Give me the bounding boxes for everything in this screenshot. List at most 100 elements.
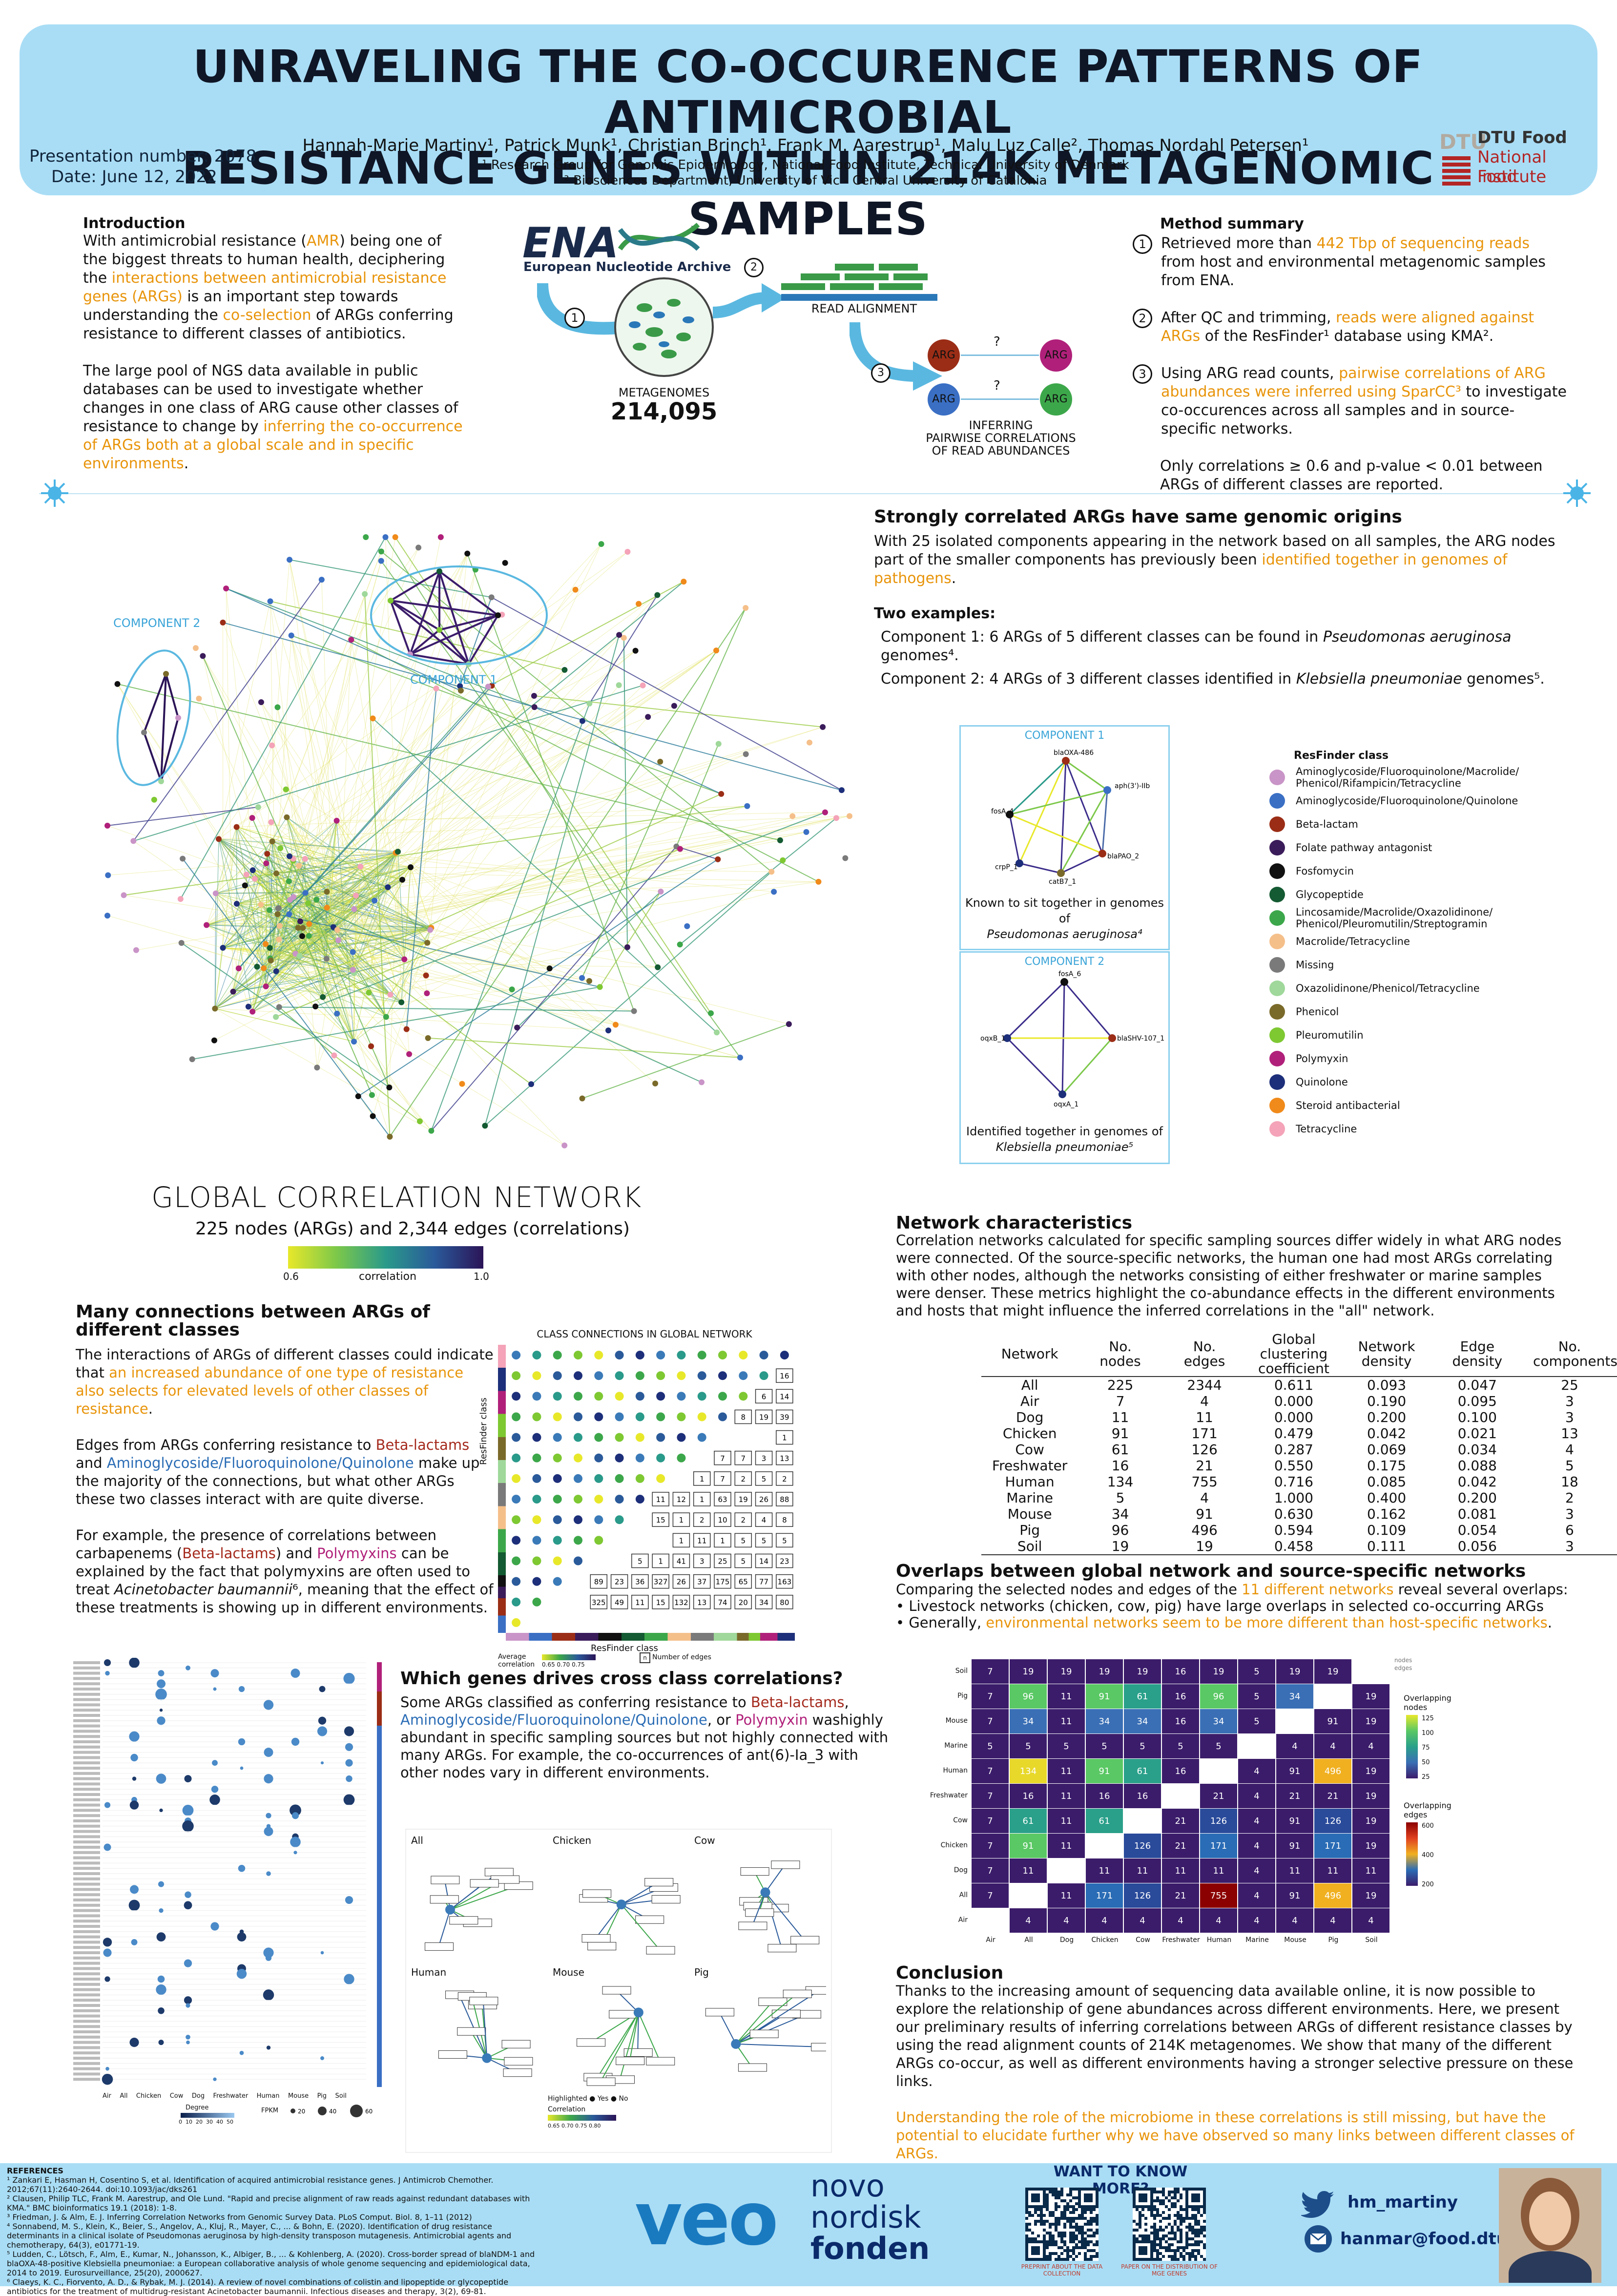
ego-node-box [438, 2050, 467, 2058]
legend-item: Lincosamide/Macrolide/Oxazolidinone/ Phe… [1269, 906, 1572, 930]
qr-module [1203, 2208, 1206, 2211]
network-node [671, 703, 677, 709]
dotplot-dot [184, 1901, 192, 1909]
table-cell: 61 [1078, 1441, 1162, 1458]
qr-module [1153, 2237, 1156, 2240]
network-node [263, 860, 269, 866]
qr-module [1084, 2258, 1087, 2261]
dotplot-gene-label [73, 1835, 100, 1838]
qr-module [1153, 2188, 1156, 2191]
network-node [395, 849, 401, 855]
qr-module [1162, 2217, 1165, 2220]
ego-network [553, 1980, 684, 2092]
matrix-dot [594, 1495, 603, 1503]
qr-module [1168, 2243, 1171, 2246]
dotplot-gene-label [73, 1846, 100, 1849]
matrix-legend-correlation: Average correlation [498, 1653, 542, 1669]
reference-item: ³ Friedman, J. & Alm, E. J. Inferring Co… [7, 2213, 539, 2222]
qr-module [1153, 2214, 1156, 2217]
qr-module [1177, 2211, 1180, 2214]
correlation-colorbar [288, 1246, 483, 1269]
ego-edge [438, 1910, 450, 1947]
matrix-dot [718, 1413, 727, 1421]
network-node [464, 551, 470, 557]
qr-module [1057, 2232, 1060, 2234]
network-node [263, 983, 269, 989]
dotplot-dot [155, 1689, 167, 1700]
network-node [252, 876, 258, 882]
table-cell: Freshwater [981, 1458, 1078, 1474]
qr-module [1182, 2255, 1185, 2258]
qr-module [1162, 2199, 1165, 2202]
dotplot-gene-label [73, 1967, 100, 1970]
matrix-count: 6 [762, 1392, 767, 1401]
network-node [151, 797, 157, 803]
qr-module [1066, 2205, 1069, 2208]
qr-module [1066, 2220, 1069, 2223]
resfinder-legend: ResFinder class Aminoglycoside/Fluoroqui… [1269, 750, 1572, 1141]
qr-module [1081, 2214, 1084, 2217]
heatmap-cell: 11 [1124, 1858, 1161, 1883]
matrix-dot [574, 1413, 582, 1421]
qr-module [1171, 2237, 1174, 2240]
legend-swatch [1269, 934, 1285, 949]
legend-item: Oxazolidinone/Phenicol/Tetracycline [1269, 977, 1572, 1000]
heatmap-cell: 11 [1048, 1709, 1085, 1733]
qr-module [1090, 2211, 1093, 2214]
qr-module [1090, 2240, 1093, 2243]
heatmap-cell: 91 [1010, 1834, 1047, 1858]
affiliation-2: ² Biosciences Department, University of … [293, 173, 1318, 188]
overlaps-bullet-2: • Generally, environmental networks seem… [896, 1614, 1579, 1631]
table-cell: 0.085 [1341, 1474, 1432, 1490]
matrix-dot [512, 1598, 520, 1607]
heatmap-cell: 4 [1010, 1908, 1047, 1933]
network-node [273, 1014, 279, 1020]
network-edge [428, 1038, 740, 1058]
matrix-count: 2 [700, 1516, 705, 1524]
qr-module [1153, 2226, 1156, 2229]
dotplot-gene-label [73, 1719, 100, 1722]
introduction-paragraph-2: The large pool of NGS data available in … [83, 362, 464, 473]
qr-module [1052, 2193, 1055, 2196]
qr-code-paper[interactable] [1133, 2188, 1206, 2261]
corner-nodes: nodes [1394, 1656, 1412, 1664]
twitter-handle[interactable]: hm_martiny [1348, 2192, 1458, 2212]
matrix-dot [574, 1495, 582, 1503]
ego-panel-title: Mouse [553, 1966, 584, 1978]
cross-paragraph: Some ARGs classified as conferring resis… [400, 1693, 889, 1781]
network-node [640, 683, 646, 689]
matrix-dot [512, 1536, 520, 1545]
network-node [580, 1095, 585, 1101]
heatmap-cell [1124, 1809, 1161, 1833]
table-cell: 13 [1522, 1425, 1617, 1441]
qr-module [1084, 2217, 1087, 2220]
network-node [277, 923, 283, 929]
dotplot-column-label: Freshwater [213, 2092, 249, 2100]
qr-module [1046, 2196, 1049, 2199]
ego-panel-title: Cow [694, 1835, 715, 1846]
overlaps-section: Overlaps between global network and sour… [896, 1562, 1579, 1631]
heatmap-cell: 21 [1200, 1784, 1237, 1808]
inferring-line: PAIRWISE CORRELATIONS [903, 432, 1099, 444]
network-node [624, 944, 630, 950]
dotplot-gene-label [73, 1730, 100, 1732]
network-node [616, 682, 622, 688]
matrix-dot [574, 1371, 582, 1380]
qr-module [1049, 2214, 1052, 2217]
example-2: Component 2: 4 ARGs of 3 different class… [881, 670, 1582, 689]
qr-module [1180, 2234, 1182, 2237]
qr-module [1063, 2199, 1066, 2202]
qr-module [1153, 2240, 1156, 2243]
qr-module [1090, 2249, 1093, 2252]
dotplot-dot [213, 2078, 216, 2081]
matrix-count: 2 [741, 1516, 746, 1524]
dotplot-column-label: Pig [317, 2092, 327, 2100]
dotplot-gene-label [73, 1883, 100, 1886]
network-node [631, 1008, 637, 1014]
heatmap-cell: 11 [1048, 1784, 1085, 1808]
dotplot-gene-label [73, 1978, 100, 1981]
qr-code-preprint[interactable] [1025, 2188, 1099, 2261]
